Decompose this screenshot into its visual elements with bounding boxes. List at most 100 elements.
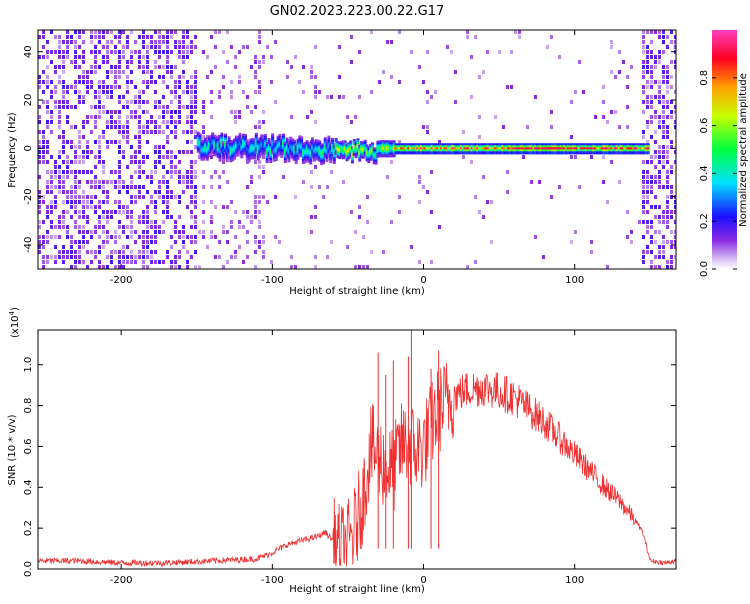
spectrogram-signal-cell [267, 141, 271, 145]
spectrogram-signal-cell [320, 143, 324, 147]
spectrogram-signal-cell [574, 151, 578, 155]
spectrogram-signal-cell [271, 139, 275, 143]
spectrogram-signal-cell [423, 143, 427, 147]
spectrogram-cell [234, 55, 237, 59]
spectrogram-cell [122, 255, 125, 259]
spectrogram-signal-cell [418, 147, 422, 151]
spectrogram-signal-cell [254, 150, 258, 154]
spectrogram-cell [134, 135, 137, 139]
spectrogram-signal-cell [278, 142, 282, 146]
spectrogram-cell [166, 255, 169, 259]
spectrogram-signal-cell [311, 137, 315, 141]
spectrogram-cell [230, 225, 233, 229]
spectrogram-cell [150, 250, 153, 254]
spectrogram-cell [50, 200, 53, 204]
spectrogram-cell [570, 155, 573, 159]
spectrogram-cell [90, 50, 93, 54]
spectrogram-cell [430, 170, 433, 174]
spectrogram-cell [662, 35, 665, 39]
spectrogram-peak-cell [521, 147, 525, 150]
spectrogram-signal-cell [265, 144, 269, 148]
spectrogram-signal-cell [321, 151, 325, 155]
spectrogram-cell [258, 120, 261, 124]
spectrogram-signal-cell [568, 143, 572, 147]
spectrogram-cell [250, 175, 253, 179]
spectrogram-cell [74, 175, 77, 179]
spectrogram-signal-cell [234, 147, 238, 151]
spectrogram-cell [146, 245, 149, 249]
spectrogram-signal-cell [427, 151, 431, 155]
spectrogram-signal-cell [330, 143, 334, 147]
spectrogram-cell [62, 95, 65, 99]
spectrogram-signal-cell [367, 155, 371, 159]
spectrogram-cell [142, 215, 145, 219]
spectrogram-signal-cell [204, 137, 208, 141]
spectrogram-cell [94, 175, 97, 179]
spectrogram-signal-cell [374, 147, 378, 151]
spectrogram-signal-cell [223, 141, 227, 145]
spectrogram-signal-cell [594, 147, 598, 151]
spectrogram-cell [66, 155, 69, 159]
spectrogram-cell [42, 90, 45, 94]
spectrogram-signal-cell [267, 145, 271, 149]
spectrogram-cell [378, 80, 381, 84]
spectrogram-cell [74, 105, 77, 109]
spectrogram-cell [130, 230, 133, 234]
spectrogram-signal-cell [222, 156, 226, 160]
spectrogram-cell [78, 65, 81, 69]
spectrogram-signal-cell [283, 147, 287, 151]
spectrogram-cell [306, 115, 309, 119]
spectrogram-signal-cell [196, 143, 200, 147]
spectrogram-cell [662, 40, 665, 44]
spectrogram-cell [102, 200, 105, 204]
spectrogram-cell [198, 265, 201, 269]
spectrogram-cell [78, 95, 81, 99]
spectrogram-signal-cell [394, 151, 398, 155]
spectrogram-signal-cell [379, 150, 383, 154]
spectrogram-signal-cell [336, 147, 340, 151]
spectrogram-cell [178, 235, 181, 239]
spectrogram-cell [254, 160, 257, 164]
spectrogram-cell [138, 220, 141, 224]
spectrogram-signal-cell [532, 151, 536, 155]
spectrogram-signal-cell [496, 149, 500, 153]
spectrogram-cell [178, 255, 181, 259]
spectrogram-signal-cell [503, 149, 507, 153]
spectrogram-cell [154, 100, 157, 104]
spectrogram-signal-cell [298, 147, 302, 151]
spectrogram-signal-cell [561, 151, 565, 155]
spectrogram-cell [222, 85, 225, 89]
spectrogram-cell [430, 95, 433, 99]
spectrogram-signal-cell [274, 147, 278, 151]
spectrogram-signal-cell [633, 151, 637, 155]
spectrogram-cell [82, 155, 85, 159]
spectrogram-cell [102, 210, 105, 214]
spectrogram-cell [178, 120, 181, 124]
spectrogram-signal-cell [401, 145, 405, 149]
spectrogram-cell [70, 205, 73, 209]
spectrogram-signal-cell [329, 150, 333, 154]
spectrogram-signal-cell [330, 151, 334, 155]
spectrogram-cell [118, 165, 121, 169]
spectrogram-cell [138, 55, 141, 59]
spectrogram-cell [74, 65, 77, 69]
spectrogram-cell [150, 170, 153, 174]
spectrogram-cell [138, 65, 141, 69]
spectrogram-signal-cell [459, 149, 463, 153]
spectrogram-cell [178, 175, 181, 179]
spectrogram-signal-cell [448, 143, 452, 147]
spectrogram-signal-cell [501, 151, 505, 155]
spectrogram-signal-cell [265, 142, 269, 146]
spectrogram-signal-cell [425, 143, 429, 147]
spectrogram-signal-cell [352, 145, 356, 149]
spectrogram-signal-cell [269, 149, 273, 153]
spectrogram-signal-cell [352, 149, 356, 153]
spectrogram-cell [122, 185, 125, 189]
spectrogram-signal-cell [202, 149, 206, 153]
spectrogram-signal-cell [403, 147, 407, 151]
spectrogram-signal-cell [574, 143, 578, 147]
spectrogram-cell [58, 125, 61, 129]
spectrogram-signal-cell [487, 151, 491, 155]
spectrogram-signal-cell [541, 149, 545, 153]
spectrogram-signal-cell [401, 151, 405, 155]
